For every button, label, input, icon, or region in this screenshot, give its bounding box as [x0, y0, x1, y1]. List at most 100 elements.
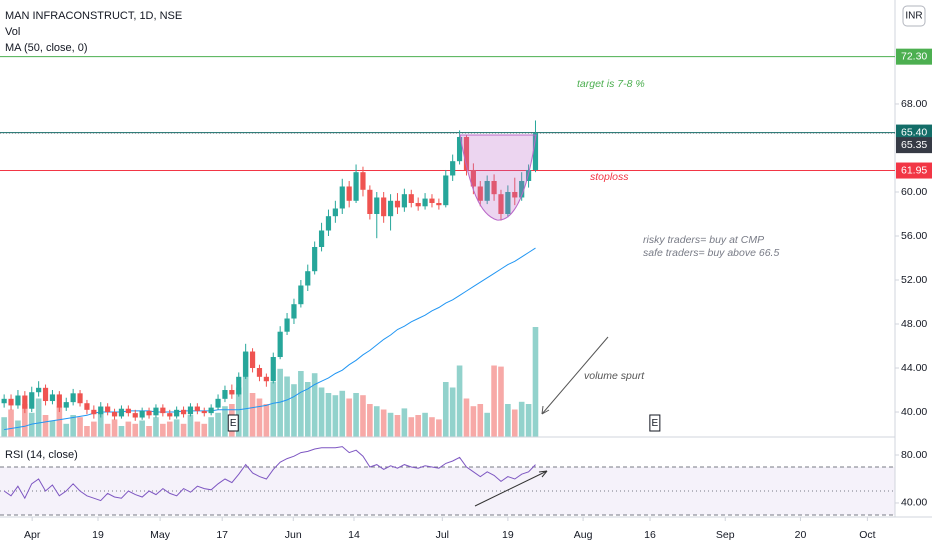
candle-body [118, 408, 125, 417]
volume-bar [49, 420, 56, 437]
volume-bar [477, 404, 484, 437]
volume-bar [318, 387, 325, 437]
volume-bar [28, 412, 35, 437]
x-tick-label: 20 [795, 529, 807, 541]
volume-bar [456, 365, 463, 437]
annotation-safe: safe traders= buy above 66.5 [643, 247, 779, 259]
volume-bar [91, 421, 97, 437]
candle-body [22, 395, 28, 409]
chart-title: MAN INFRACONSTRUCT, 1D, NSE [5, 10, 182, 22]
candle-body [484, 180, 490, 201]
candle-body [394, 200, 401, 208]
level-tag [896, 48, 932, 65]
volume-bar [15, 420, 21, 437]
annotation-volume: volume spurt [584, 370, 645, 382]
volume-bar [291, 384, 297, 437]
price-layer [0, 0, 932, 521]
volume-bar [463, 398, 470, 437]
candle-body [463, 136, 470, 170]
candle-body [263, 376, 269, 382]
last-price-tag [896, 137, 932, 154]
volume-bar [270, 382, 277, 437]
x-tick-label: 19 [92, 529, 104, 541]
candle-body [139, 410, 145, 418]
volume-bar [70, 415, 76, 437]
volume-bar [139, 420, 145, 437]
volume-bar [215, 412, 221, 437]
y-tick-label: 68.00 [901, 98, 927, 110]
candle-body [422, 198, 428, 207]
candle-body [1, 398, 7, 404]
x-tick-label: Jun [285, 529, 302, 541]
volume-bar [284, 376, 290, 437]
level-tag [896, 162, 932, 179]
rsi-tick-label: 80.00 [901, 449, 927, 461]
x-tick-label: 14 [348, 529, 360, 541]
event-label: E [230, 418, 237, 429]
volume-bar [360, 395, 366, 437]
candle-body [470, 169, 476, 187]
volume-bar [442, 382, 449, 437]
volume-bar [525, 404, 532, 437]
candle-body [56, 394, 62, 408]
currency-button[interactable] [902, 5, 926, 27]
x-tick-label: 17 [216, 529, 228, 541]
candle-body [77, 393, 83, 404]
x-tick-label: Sep [716, 529, 735, 541]
volume-bar [311, 373, 318, 437]
legend-ma: MA (50, close, 0) [5, 42, 88, 54]
volume-bar [511, 409, 518, 437]
currency-label[interactable]: INR [905, 11, 922, 22]
candle-body [70, 393, 76, 403]
candle-body [443, 175, 449, 206]
candle-body [312, 246, 318, 272]
y-tick-label: 60.00 [901, 186, 927, 198]
candle-body [98, 406, 104, 415]
labels: MAN INFRACONSTRUCT, 1D, NSE Vol MA (50, … [5, 5, 927, 541]
candle-body [29, 392, 35, 409]
candle-body [339, 186, 345, 209]
candle-body [401, 194, 407, 208]
candle-body [236, 376, 242, 395]
volume-bar [346, 398, 352, 437]
volume-bar [505, 404, 511, 437]
candle-body [63, 402, 69, 408]
volume-bar [153, 417, 159, 437]
x-tick-label: Jul [436, 529, 449, 541]
x-tick-label: May [150, 529, 171, 541]
volume-bar [1, 417, 7, 437]
volume-bar [166, 421, 173, 437]
event-marker [227, 414, 239, 432]
candle-body [332, 208, 338, 217]
last-price-label: 65.35 [901, 139, 927, 151]
candle-body [249, 351, 256, 369]
y-tick-label: 40.00 [901, 406, 927, 418]
candle-body [374, 197, 380, 214]
level-label: 61.95 [901, 164, 927, 176]
candle-body [180, 409, 187, 415]
candle-body [8, 398, 14, 406]
x-tick-label: 19 [502, 529, 514, 541]
candle-body [243, 351, 249, 377]
volume-bar [298, 371, 304, 437]
volume-bar [491, 365, 497, 437]
volume-bar [208, 417, 214, 437]
level-tag [896, 124, 932, 141]
arrow-line [541, 336, 609, 415]
volume-bar [35, 398, 42, 437]
candle-body [125, 408, 131, 414]
candle-body [491, 180, 497, 195]
volume-bar [436, 419, 442, 437]
level-label: 65.40 [901, 126, 927, 138]
annotation-risky: risky traders= buy at CMP [643, 234, 764, 246]
volume-bar [263, 404, 270, 437]
volume-bar [187, 415, 194, 437]
volume-bar [373, 406, 380, 437]
candle-body [456, 136, 463, 162]
candle-body [270, 357, 276, 382]
volume-bar [249, 393, 256, 437]
volume-bar [380, 409, 387, 437]
volume-bar [367, 404, 373, 437]
volume-bar [518, 401, 525, 437]
volume-bar [429, 417, 435, 437]
